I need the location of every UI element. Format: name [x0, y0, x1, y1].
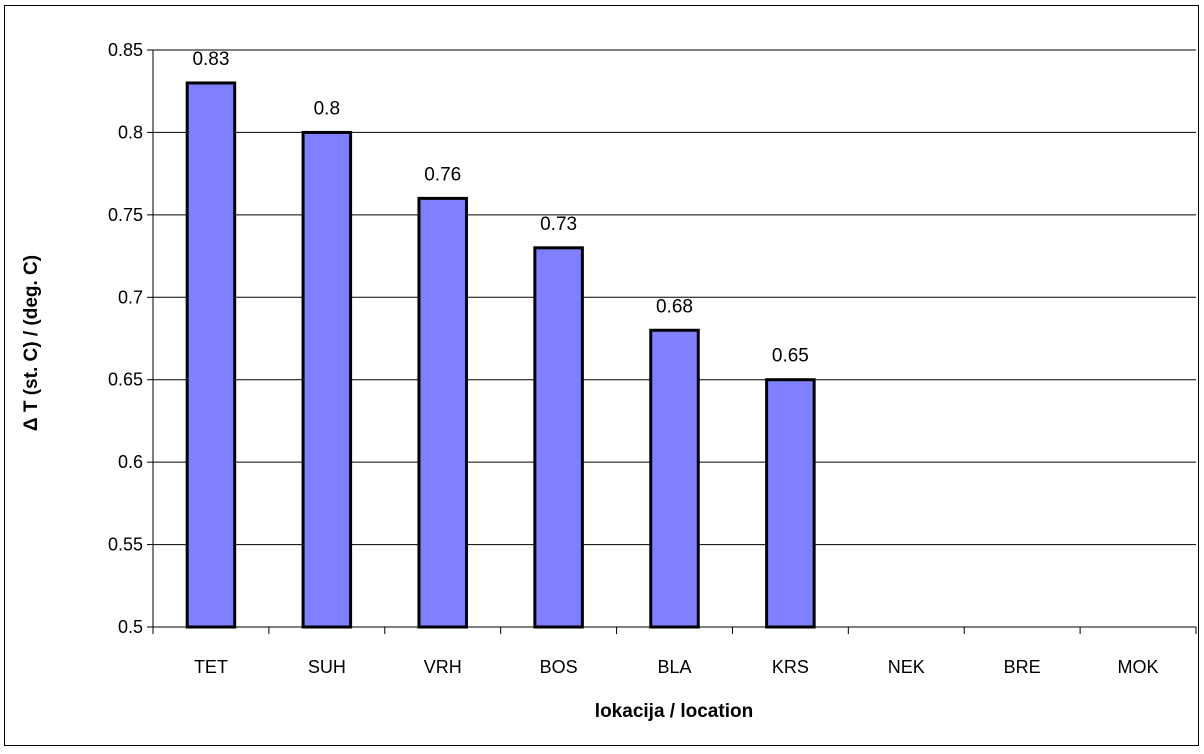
bar [649, 328, 700, 629]
bar [185, 81, 237, 629]
x-tick-label: BOS [540, 657, 578, 677]
y-tick-label: 0.8 [118, 122, 143, 142]
data-label: 0.8 [314, 98, 340, 119]
x-axis-title: lokacija / location [595, 701, 753, 722]
data-label: 0.68 [656, 296, 693, 317]
y-tick-label: 0.5 [118, 617, 143, 637]
y-tick-label: 0.55 [108, 535, 143, 555]
x-tick-label: BRE [1004, 657, 1041, 677]
axes [147, 49, 1197, 634]
y-axis-title: Δ T (st. C) / (deg. C) [21, 255, 42, 431]
bar [417, 196, 468, 629]
y-tick-label: 0.7 [118, 287, 143, 307]
data-label: 0.76 [424, 164, 461, 185]
y-tick-label: 0.65 [108, 370, 143, 390]
y-tick-label: 0.75 [108, 205, 143, 225]
bars [185, 81, 816, 629]
bar [301, 130, 353, 629]
bar [533, 246, 584, 629]
bar [765, 378, 816, 629]
y-tick-label: 0.85 [108, 40, 143, 60]
y-tick-label: 0.6 [118, 452, 143, 472]
x-tick-label: BLA [657, 657, 691, 677]
x-tick-label: SUH [308, 657, 346, 677]
data-label: 0.73 [540, 214, 577, 235]
data-label: 0.83 [192, 49, 229, 70]
x-tick-label: VRH [424, 657, 462, 677]
data-label: 0.65 [772, 346, 809, 367]
labels: 0.5 0.55 0.6 0.65 0.7 0.75 0.8 0.85 0.83 TET 0.8 SU… [108, 40, 1159, 677]
x-tick-label: TET [194, 657, 228, 677]
x-tick-label: NEK [888, 657, 925, 677]
x-tick-label: MOK [1118, 657, 1159, 677]
x-tick-label: KRS [772, 657, 809, 677]
